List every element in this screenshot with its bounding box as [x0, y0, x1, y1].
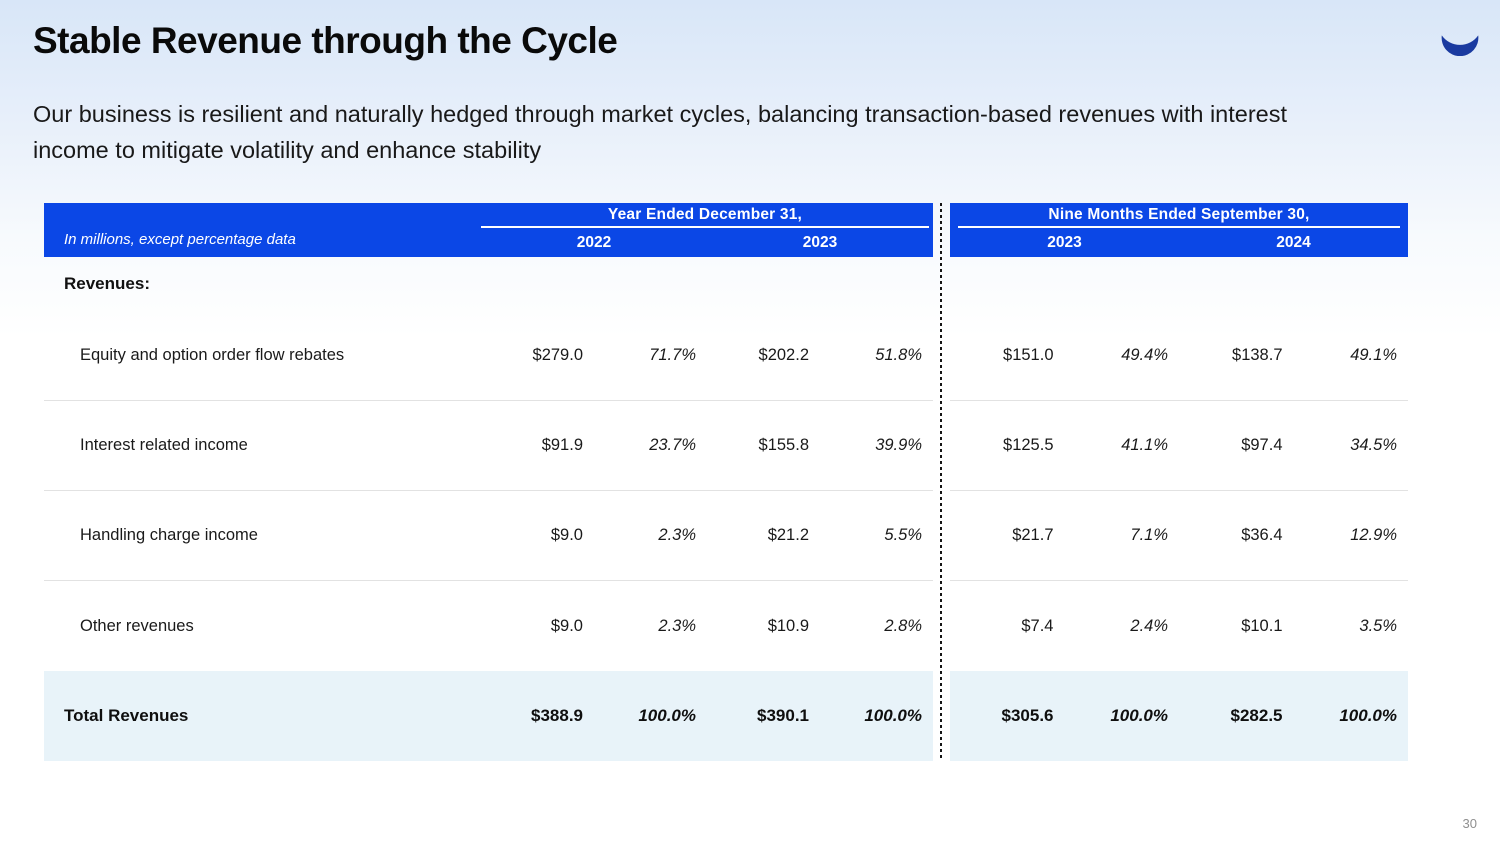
percent-cell: 49.4% — [1121, 346, 1168, 364]
total-label: Total Revenues — [64, 706, 189, 725]
table-section-annual: In millions, except percentage data Year… — [44, 203, 933, 761]
table-section-nine-months: Nine Months Ended September 30, 2023 202… — [950, 203, 1408, 761]
dotted-section-divider — [940, 203, 942, 761]
section-label-revenues: Revenues: — [64, 274, 150, 293]
total-value-cell: $390.1 — [757, 706, 809, 725]
table-units-note: In millions, except percentage data — [64, 231, 296, 248]
value-cell: $138.7 — [1232, 346, 1283, 364]
percent-cell: 2.3% — [658, 526, 696, 544]
table-row: $151.0 49.4% $138.7 49.1% — [950, 311, 1408, 401]
table-row: Other revenues $9.0 2.3% $10.9 2.8% — [44, 581, 933, 671]
value-cell: $9.0 — [550, 526, 583, 544]
page-title: Stable Revenue through the Cycle — [33, 20, 618, 61]
value-cell: $91.9 — [541, 436, 583, 454]
year-header-row: 2022 2023 — [481, 228, 933, 257]
value-cell: $21.7 — [1012, 526, 1054, 544]
total-value-cell: $388.9 — [531, 706, 583, 725]
percent-cell: 49.1% — [1350, 346, 1397, 364]
total-percent-cell: 100.0% — [1110, 706, 1168, 725]
row-label: Handling charge income — [80, 526, 258, 544]
value-cell: $125.5 — [1003, 436, 1054, 454]
slide-subtitle: Our business is resilient and naturally … — [33, 101, 1288, 163]
spacer — [950, 257, 1408, 311]
table-header-nine-months: Nine Months Ended September 30, 2023 202… — [950, 203, 1408, 257]
value-cell: $10.1 — [1241, 616, 1283, 635]
percent-cell: 2.4% — [1130, 616, 1168, 635]
value-cell: $151.0 — [1003, 346, 1054, 364]
table-header-annual: In millions, except percentage data Year… — [44, 203, 933, 257]
group-label-nine-months: Nine Months Ended September 30, — [958, 203, 1400, 228]
row-label: Equity and option order flow rebates — [80, 346, 345, 364]
value-cell: $7.4 — [1021, 616, 1054, 635]
total-value-cell: $282.5 — [1230, 706, 1283, 725]
row-label: Interest related income — [80, 436, 248, 454]
revenue-table: In millions, except percentage data Year… — [44, 203, 1408, 761]
table-row: Handling charge income $9.0 2.3% $21.2 5… — [44, 491, 933, 581]
value-cell: $155.8 — [758, 436, 809, 454]
value-cell: $10.9 — [767, 616, 809, 635]
value-cell: $202.2 — [758, 346, 809, 364]
percent-cell: 34.5% — [1350, 436, 1397, 454]
value-cell: $21.2 — [767, 526, 809, 544]
percent-cell: 2.3% — [658, 616, 696, 635]
percent-cell: 39.9% — [875, 436, 922, 454]
table-row: Equity and option order flow rebates $27… — [44, 311, 933, 401]
column-group-nine-months: Nine Months Ended September 30, 2023 202… — [950, 203, 1408, 257]
table-row: Interest related income $91.9 23.7% $155… — [44, 401, 933, 491]
year-header-2023: 2023 — [1047, 233, 1082, 251]
column-group-annual: Year Ended December 31, 2022 2023 — [481, 203, 933, 257]
total-value-cell: $305.6 — [1001, 706, 1054, 725]
row-label: Other revenues — [80, 616, 194, 635]
percent-cell: 41.1% — [1121, 436, 1168, 454]
percent-cell: 3.5% — [1359, 616, 1397, 635]
table-row: $125.5 41.1% $97.4 34.5% — [950, 401, 1408, 491]
group-label-annual: Year Ended December 31, — [481, 203, 929, 228]
percent-cell: 23.7% — [649, 436, 696, 454]
year-header-2022: 2022 — [576, 233, 612, 251]
value-cell: $36.4 — [1241, 526, 1283, 544]
year-header-2024: 2024 — [1276, 233, 1311, 251]
total-row: $305.6 100.0% $282.5 100.0% — [950, 671, 1408, 761]
value-cell: $9.0 — [550, 616, 583, 635]
value-cell: $97.4 — [1241, 436, 1283, 454]
percent-cell: 5.5% — [884, 526, 922, 544]
percent-cell: 2.8% — [884, 616, 922, 635]
total-percent-cell: 100.0% — [1339, 706, 1397, 725]
value-cell: $279.0 — [532, 346, 583, 364]
percent-cell: 12.9% — [1350, 526, 1397, 544]
percent-cell: 71.7% — [649, 346, 696, 364]
total-percent-cell: 100.0% — [638, 706, 696, 725]
table-row: $21.7 7.1% $36.4 12.9% — [950, 491, 1408, 581]
percent-cell: 51.8% — [875, 346, 922, 364]
total-percent-cell: 100.0% — [864, 706, 922, 725]
year-header-row: 2023 2024 — [950, 228, 1408, 257]
percent-cell: 7.1% — [1130, 526, 1168, 544]
page-number: 30 — [1462, 816, 1477, 831]
year-header-2023: 2023 — [802, 233, 838, 251]
table-row: $7.4 2.4% $10.1 3.5% — [950, 581, 1408, 671]
total-row: Total Revenues $388.9 100.0% $390.1 100.… — [44, 671, 933, 761]
crescent-logo-icon — [1441, 35, 1479, 56]
